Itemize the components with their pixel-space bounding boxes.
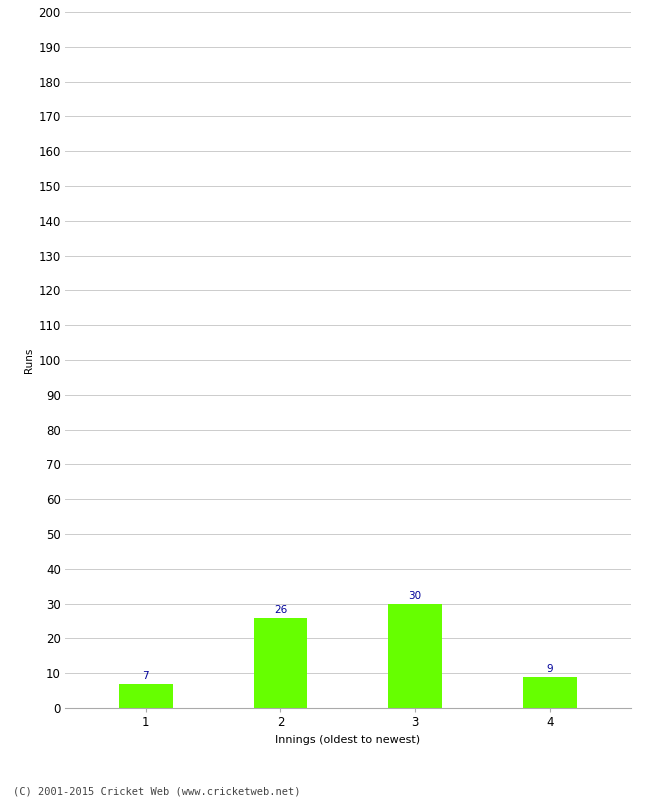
Bar [388,603,442,708]
Text: 7: 7 [142,671,149,681]
Text: 30: 30 [408,591,422,601]
Text: 9: 9 [547,664,553,674]
Y-axis label: Runs: Runs [24,347,34,373]
Bar [523,677,577,708]
Text: 26: 26 [274,605,287,614]
Text: (C) 2001-2015 Cricket Web (www.cricketweb.net): (C) 2001-2015 Cricket Web (www.cricketwe… [13,786,300,796]
Bar [119,684,173,708]
Bar [254,618,307,708]
X-axis label: Innings (oldest to newest): Innings (oldest to newest) [275,735,421,745]
